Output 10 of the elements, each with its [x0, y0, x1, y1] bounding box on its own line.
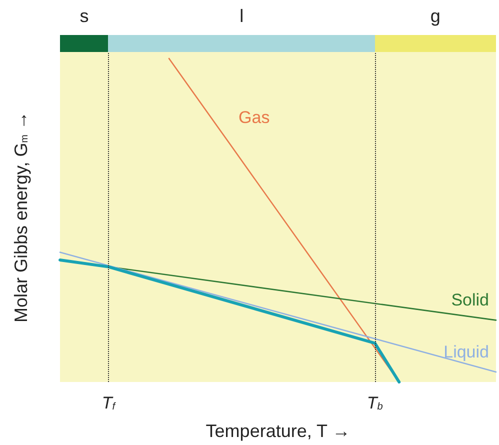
y-axis-title: Molar Gibbs energy, Gm → — [11, 111, 31, 323]
series-label: Solid — [451, 290, 489, 310]
x-axis-title: Temperature, T → — [206, 421, 350, 441]
series-label: Liquid — [444, 342, 489, 362]
x-tick-label: Tf — [102, 394, 116, 412]
text: l — [240, 6, 244, 27]
text: g — [430, 6, 440, 27]
series-label: Gas — [238, 108, 270, 128]
text: s — [80, 6, 89, 27]
x-tick-label: Tb — [366, 394, 384, 412]
